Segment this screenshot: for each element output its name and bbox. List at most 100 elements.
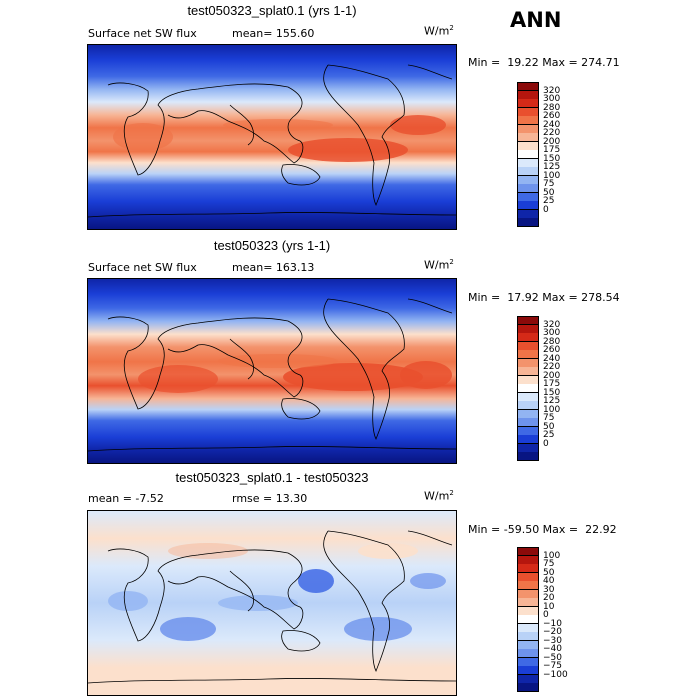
colorbar-label: −100	[543, 669, 568, 680]
colorbar-swatch	[517, 606, 539, 616]
panel-1-left-label: Surface net SW flux	[88, 27, 197, 40]
colorbar-swatch	[517, 158, 539, 168]
colorbar-swatch	[517, 316, 539, 325]
panel-3-colorbar: 100 75 50 40 30 20 10 0 −10 −20 −30 −40 −50 −75 −100	[517, 547, 597, 693]
colorbar-swatch	[517, 116, 539, 126]
colorbar-swatch	[517, 150, 539, 160]
colorbar-swatch	[517, 555, 539, 565]
colorbar-frame	[517, 547, 539, 692]
panel-3-title: test050323_splat0.1 - test050323	[175, 470, 369, 485]
colorbar-label: 100	[543, 550, 561, 561]
colorbar-swatch	[517, 167, 539, 177]
colorbar-swatch	[517, 367, 539, 377]
colorbar-label: 50	[543, 567, 555, 578]
panel-3-mean: mean = -7.52	[88, 492, 164, 505]
colorbar-swatch	[517, 375, 539, 385]
colorbar-label: 0	[543, 204, 549, 215]
season-label: ANN	[510, 8, 562, 32]
colorbar-label: −30	[543, 635, 562, 646]
colorbar-swatch	[517, 674, 539, 684]
colorbar-swatch	[517, 426, 539, 436]
panel-1-units: W/m2	[424, 24, 454, 38]
colorbar-label: −50	[543, 652, 562, 663]
panel-1-map	[87, 44, 457, 230]
colorbar-swatch	[517, 175, 539, 185]
colorbar-swatch	[517, 435, 539, 445]
colorbar-label: 125	[543, 396, 561, 407]
colorbar-label: 75	[543, 413, 555, 424]
colorbar-label: 150	[543, 387, 561, 398]
colorbar-label: 100	[543, 404, 561, 415]
colorbar-label: 75	[543, 559, 555, 570]
colorbar-label: 240	[543, 353, 561, 364]
colorbar-label: 25	[543, 430, 555, 441]
colorbar-label: 0	[543, 438, 549, 449]
panel-2-map	[87, 278, 457, 464]
colorbar-label: 175	[543, 145, 561, 156]
colorbar-label: 260	[543, 111, 561, 122]
colorbar-swatch	[517, 209, 539, 219]
colorbar-label: 175	[543, 379, 561, 390]
colorbar-swatch	[517, 141, 539, 151]
colorbar-swatch	[517, 133, 539, 143]
colorbar-swatch	[517, 615, 539, 625]
panel-2-title: test050323 (yrs 1-1)	[213, 238, 331, 253]
colorbar-label: 280	[543, 102, 561, 113]
colorbar-label: −10	[543, 618, 562, 629]
colorbar-frame	[517, 82, 539, 227]
colorbar-label: 260	[543, 345, 561, 356]
colorbar-label: 0	[543, 610, 549, 621]
colorbar-swatch	[517, 358, 539, 368]
colorbar-label: 240	[543, 119, 561, 130]
colorbar-swatch	[517, 341, 539, 351]
panel-1-mean: mean= 155.60	[232, 27, 315, 40]
colorbar-swatch	[517, 598, 539, 608]
colorbar-label: −20	[543, 627, 562, 638]
colorbar-swatch	[517, 392, 539, 402]
colorbar-label: 50	[543, 187, 555, 198]
colorbar-label: 50	[543, 421, 555, 432]
colorbar-label: 300	[543, 94, 561, 105]
colorbar-swatch	[517, 623, 539, 633]
panel-2-mean: mean= 163.13	[232, 261, 315, 274]
colorbar-swatch	[517, 184, 539, 194]
colorbar-label: 320	[543, 319, 561, 330]
colorbar-swatch	[517, 350, 539, 360]
panel-2-units: W/m2	[424, 258, 454, 272]
colorbar-swatch	[517, 589, 539, 599]
panel-2-colorbar: 320 300 280 260 240 220 200 175 150 125 100 75 50 25 0	[517, 316, 597, 462]
colorbar-swatch	[517, 547, 539, 556]
colorbar-label: 200	[543, 136, 561, 147]
colorbar-swatch	[517, 99, 539, 109]
colorbar-label: 75	[543, 179, 555, 190]
colorbar-swatch	[517, 581, 539, 591]
colorbar-swatch	[517, 572, 539, 582]
colorbar-swatch	[517, 384, 539, 394]
panel-1-minmax: Min = 19.22 Max = 274.71	[468, 56, 620, 69]
colorbar-swatch	[517, 333, 539, 343]
colorbar-swatch	[517, 409, 539, 419]
colorbar-swatch	[517, 192, 539, 202]
colorbar-swatch	[517, 90, 539, 100]
panel-2-minmax: Min = 17.92 Max = 278.54	[468, 291, 620, 304]
colorbar-label: 20	[543, 593, 555, 604]
colorbar-label: −40	[543, 644, 562, 655]
colorbar-swatch	[517, 649, 539, 659]
colorbar-label: −75	[543, 661, 562, 672]
colorbar-swatch	[517, 640, 539, 650]
panel-1-colorbar: 320 300 280 260 240 220 200 175 150 125 100 75 50 25 0	[517, 82, 597, 228]
colorbar-swatch	[517, 657, 539, 667]
colorbar-label: 200	[543, 370, 561, 381]
panel-3-minmax: Min = -59.50 Max = 22.92	[468, 523, 617, 536]
colorbar-label: 150	[543, 153, 561, 164]
colorbar-swatch	[517, 564, 539, 574]
colorbar-swatch	[517, 124, 539, 134]
colorbar-label: 220	[543, 128, 561, 139]
colorbar-swatch	[517, 324, 539, 334]
colorbar-label: 125	[543, 162, 561, 173]
panel-3-map	[87, 510, 457, 696]
colorbar-label: 220	[543, 362, 561, 373]
colorbar-swatch	[517, 201, 539, 211]
panel-1-title: test050323_splat0.1 (yrs 1-1)	[187, 3, 357, 18]
colorbar-swatch	[517, 82, 539, 91]
